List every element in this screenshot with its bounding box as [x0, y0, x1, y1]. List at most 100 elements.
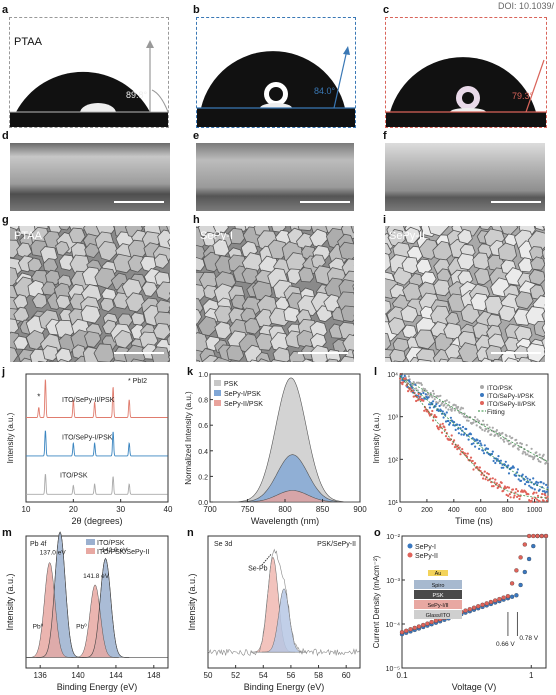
- grain-texture-g: [10, 226, 170, 362]
- l-point: [536, 481, 540, 484]
- l-point: [528, 484, 531, 487]
- m-ylabel: Intensity (a.u.): [5, 573, 15, 630]
- panel-letter-o: o: [374, 527, 381, 539]
- o-point: [412, 625, 417, 631]
- l-point: [525, 444, 528, 447]
- l-point: [487, 429, 490, 432]
- l-point: [494, 461, 497, 465]
- j-xtick-label-3: 40: [164, 505, 173, 514]
- m-annotation-4: Pb⁰: [33, 622, 44, 630]
- l-point: [427, 396, 430, 399]
- angle-value-sepy2: 79.3°: [512, 91, 534, 101]
- l-point: [467, 419, 470, 422]
- l-point: [491, 450, 494, 453]
- l-point: [402, 381, 405, 384]
- o-point: [543, 533, 549, 539]
- o-device-layer-4: [414, 610, 462, 619]
- l-point: [531, 487, 534, 490]
- l-point: [502, 466, 505, 469]
- angle-value-ptaa: 89.8°: [126, 90, 148, 100]
- l-point: [483, 429, 486, 432]
- l-point: [524, 475, 527, 478]
- l-point: [521, 473, 524, 476]
- j-series-label-0: ITO/SePy-II/PSK: [62, 397, 115, 404]
- l-fit-2: [399, 375, 549, 499]
- o-legend-marker-0: [407, 543, 413, 549]
- l-point: [436, 425, 439, 428]
- sem-top-view-sepy1: SePy-I: [196, 226, 354, 362]
- l-series-0: [398, 372, 549, 465]
- o-point: [501, 595, 506, 600]
- o-point: [531, 543, 536, 549]
- o-point: [514, 568, 519, 573]
- l-point: [530, 447, 533, 450]
- l-point: [453, 439, 456, 442]
- l-point: [432, 392, 435, 395]
- k-legend-swatch-1: [214, 390, 221, 396]
- m-xtick-label-3: 148: [147, 671, 161, 680]
- l-point: [407, 390, 410, 393]
- l-fit-1: [399, 375, 549, 491]
- o-point: [429, 619, 434, 625]
- l-point: [466, 452, 469, 455]
- o-point: [404, 628, 409, 633]
- l-point: [503, 437, 506, 440]
- l-point: [472, 442, 475, 445]
- panel-letter-n: n: [187, 527, 194, 539]
- l-point: [415, 399, 418, 403]
- l-point: [501, 431, 504, 435]
- drop-label-ptaa: PTAA: [14, 36, 42, 48]
- l-point: [429, 392, 432, 395]
- l-point: [478, 447, 481, 450]
- l-point: [448, 423, 451, 426]
- k-ytick-label-5: 1.0: [198, 372, 208, 379]
- o-point: [488, 599, 494, 605]
- contact-angle-sepy1: SePy-I 84.0°: [196, 17, 356, 128]
- m-title: Pb 4f: [30, 541, 46, 548]
- o-point: [425, 621, 430, 626]
- l-point: [516, 468, 519, 471]
- l-point: [507, 494, 510, 497]
- l-point: [494, 433, 497, 436]
- l-point: [482, 419, 485, 422]
- l-point: [438, 404, 441, 408]
- m-xlabel: Binding Energy (eV): [57, 682, 138, 692]
- l-point: [504, 460, 507, 463]
- l-point: [520, 479, 523, 482]
- panel-letter-a: a: [2, 4, 9, 16]
- j-xtick-label-0: 10: [22, 505, 31, 514]
- m-legend-swatch-1: [86, 548, 95, 554]
- panel-letter-j: j: [2, 366, 6, 378]
- l-point: [505, 493, 508, 496]
- o-xlabel: Voltage (V): [452, 682, 497, 692]
- l-point: [503, 440, 506, 443]
- k-ytick-label-3: 0.6: [198, 423, 208, 430]
- l-point: [533, 455, 536, 458]
- grain-texture-h: [196, 226, 354, 362]
- l-point: [518, 497, 521, 501]
- sem-top-view-ptaa: PTAA: [10, 226, 170, 362]
- l-point: [515, 488, 518, 491]
- l-point: [404, 377, 407, 380]
- m-legend-label-1: ITO/PSK/SePy-II: [97, 549, 149, 556]
- j-star-marker: *: [37, 393, 40, 402]
- l-ytick-label-2: 10³: [388, 415, 399, 422]
- l-point: [416, 399, 419, 402]
- angle-value-sepy1: 84.0°: [314, 86, 336, 96]
- m-annotation-5: Pb⁰: [76, 622, 87, 630]
- l-point: [486, 472, 489, 475]
- o-point: [518, 555, 523, 560]
- l-point: [435, 403, 438, 406]
- scalebar-i: [491, 352, 541, 354]
- l-point: [517, 448, 520, 451]
- l-point: [445, 411, 448, 414]
- l-point: [417, 392, 420, 396]
- l-point: [489, 477, 492, 480]
- l-point: [419, 395, 422, 398]
- l-point: [443, 403, 446, 406]
- l-point: [472, 421, 475, 424]
- k-legend-label-2: SePy-II/PSK: [224, 401, 263, 408]
- l-point: [414, 383, 417, 386]
- l-point: [459, 408, 462, 411]
- l-point: [444, 406, 448, 409]
